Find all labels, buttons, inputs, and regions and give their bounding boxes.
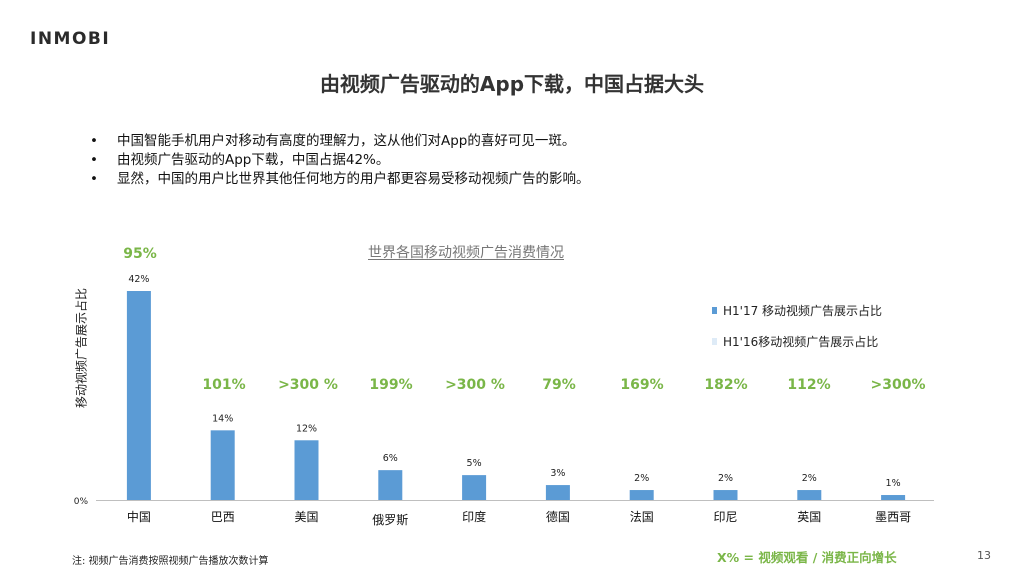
category-label: 英国	[797, 510, 821, 524]
category-label: 印尼	[713, 510, 737, 524]
growth-label: 182%	[704, 377, 748, 393]
category-label: 美国	[294, 510, 318, 524]
data-label: 12%	[296, 423, 317, 434]
legend-item-h116: H1'16移动视频广告展示占比	[712, 332, 882, 350]
bullet-item: 中国智能手机用户对移动有高度的理解力，这从他们对App的喜好可见一斑。	[90, 132, 590, 151]
growth-label: 112%	[787, 377, 831, 393]
data-label: 14%	[212, 413, 233, 424]
legend-item-h117: H1'17 移动视频广告展示占比	[712, 301, 882, 319]
bar	[126, 291, 151, 500]
data-label: 2%	[802, 473, 817, 484]
bar	[378, 470, 403, 500]
growth-label: 95%	[123, 246, 157, 262]
bar	[545, 485, 570, 500]
legend-label: H1'16移动视频广告展示占比	[723, 334, 879, 349]
legend-swatch	[712, 306, 717, 314]
growth-label: 79%	[542, 377, 576, 393]
data-label: 1%	[886, 478, 901, 489]
bullet-list: 中国智能手机用户对移动有高度的理解力，这从他们对App的喜好可见一斑。 由视频广…	[90, 132, 590, 189]
data-label: 5%	[467, 458, 482, 469]
data-label: 2%	[634, 473, 649, 484]
category-label: 德国	[546, 509, 570, 524]
growth-label: 169%	[620, 377, 664, 393]
data-label: 6%	[383, 453, 398, 464]
bar	[294, 440, 319, 500]
bar	[210, 430, 235, 500]
data-label: 2%	[718, 473, 733, 484]
growth-label: >300%	[870, 377, 926, 393]
slide-title: 由视频广告驱动的App下载，中国占据大头	[319, 72, 705, 96]
data-label: 42%	[128, 274, 149, 285]
bar	[629, 490, 654, 500]
chart-legend: H1'17 移动视频广告展示占比 H1'16移动视频广告展示占比	[712, 301, 882, 363]
growth-label: 101%	[202, 377, 246, 393]
legend-swatch	[712, 337, 717, 345]
growth-legend-note: X% = 视频观看 / 消费正向增长	[717, 550, 897, 565]
growth-label: >300 %	[278, 377, 338, 393]
growth-label: >300 %	[445, 377, 505, 393]
legend-label: H1'17 移动视频广告展示占比	[723, 303, 883, 318]
bullet-item: 显然，中国的用户比世界其他任何地方的用户都更容易受移动视频广告的影响。	[90, 170, 590, 189]
category-label: 法国	[630, 510, 654, 524]
growth-label: 199%	[369, 377, 413, 393]
category-label: 俄罗斯	[372, 513, 408, 527]
category-label: 巴西	[211, 510, 235, 524]
bullet-item: 由视频广告驱动的App下载，中国占据42%。	[90, 151, 590, 170]
inmobi-logo: INMOBI	[30, 29, 111, 49]
footnote: 注: 视频广告消费按照视频广告播放次数计算	[72, 556, 269, 567]
y-tick-label: 0%	[74, 497, 89, 507]
category-label: 印度	[462, 509, 486, 524]
page-number: 13	[977, 549, 991, 562]
bar	[797, 490, 822, 500]
category-label: 墨西哥	[875, 510, 911, 524]
bar	[881, 495, 906, 500]
bar	[713, 490, 738, 500]
chart-title: 世界各国移动视频广告消费情况	[368, 245, 564, 261]
bar	[462, 475, 487, 500]
data-label: 3%	[550, 468, 565, 479]
category-label: 中国	[127, 509, 151, 524]
